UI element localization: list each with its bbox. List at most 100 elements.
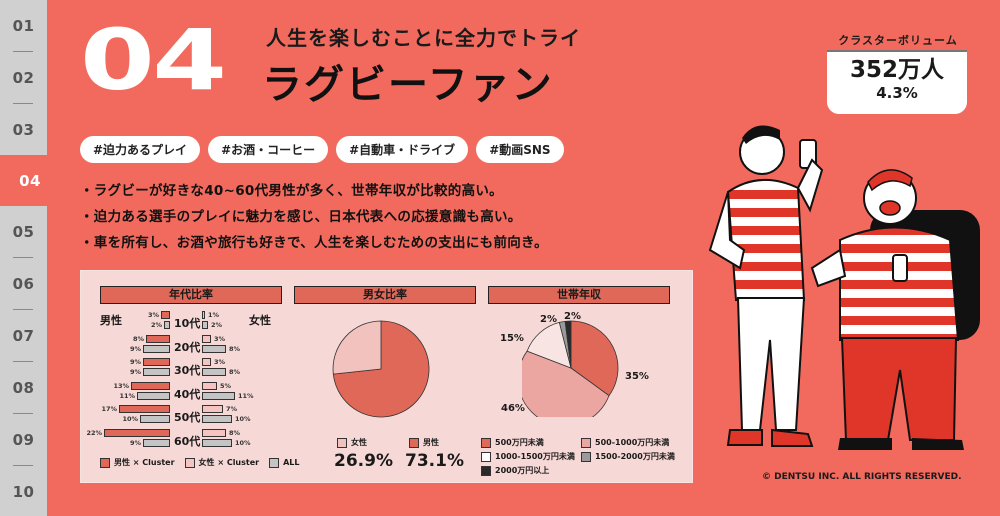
bar-male-cluster — [131, 381, 170, 390]
copyright-notice: © DENTSU INC. ALL RIGHTS RESERVED. — [762, 472, 962, 482]
legend-swatch-male — [409, 437, 419, 448]
pct-male-cluster: 22% — [86, 428, 102, 437]
income-slice-label: 15% — [500, 333, 524, 344]
bar-female-cluster — [202, 358, 211, 366]
legend-swatch — [481, 437, 491, 448]
description-list: ・ラグビーが好きな40~60代男性が多く、世帯年収が比較的高い。 ・迫力ある選手… — [80, 178, 548, 256]
nav-item-06[interactable]: 06 — [12, 274, 35, 293]
income-chart-title: 世帯年収 — [488, 286, 670, 304]
gender-chart-title: 男女比率 — [294, 286, 476, 304]
nav-divider — [13, 103, 33, 104]
legend-swatch-female — [184, 457, 195, 468]
age-legend: 男性 × Cluster 女性 × Cluster ALL — [100, 457, 299, 468]
pct-female-all: 10% — [235, 415, 251, 423]
cluster-number: 04 — [80, 11, 227, 109]
income-pie — [522, 320, 619, 417]
nav-divider — [13, 257, 33, 258]
nav-item-04[interactable]: 04 — [0, 155, 60, 206]
pct-female-cluster: 1% — [208, 311, 220, 319]
pct-female-cluster: 8% — [229, 428, 241, 437]
nav-divider — [13, 361, 33, 362]
volume-count: 352万人 — [849, 57, 944, 83]
female-label: 女性 — [249, 314, 271, 327]
legend-label: 男性 — [423, 438, 439, 447]
nav-divider — [13, 413, 33, 414]
legend-swatch-female — [337, 437, 347, 448]
male-percentage: 73.1% — [405, 451, 464, 471]
bar-male-cluster — [161, 311, 170, 319]
legend-label: 1000-1500万円未満 — [495, 452, 575, 461]
pct-male-cluster: 9% — [129, 358, 141, 366]
legend-label: 女性 — [351, 438, 367, 447]
bar-male-all — [143, 368, 170, 376]
age-label: 60代 — [174, 434, 201, 448]
pct-female-cluster: 7% — [226, 405, 238, 413]
legend-swatch — [481, 451, 491, 462]
legend-label: 500万円未満 — [495, 438, 544, 447]
age-chart-title: 年代比率 — [100, 286, 282, 304]
income-legend-item: 1500-2000万円未満 — [581, 451, 675, 462]
description-item: ・迫力ある選手のプレイに魅力を感じ、日本代表への応援意識も高い。 — [80, 209, 522, 225]
nav-item-01[interactable]: 01 — [12, 16, 35, 35]
tag[interactable]: #動画SNS — [476, 136, 564, 163]
nav-item-07[interactable]: 07 — [12, 326, 35, 345]
age-label: 20代 — [174, 340, 201, 354]
pct-female-cluster: 5% — [220, 381, 232, 390]
description-item: ・車を所有し、お酒や旅行も好きで、人生を楽しむための支出にも前向き。 — [80, 235, 548, 251]
nav-item-02[interactable]: 02 — [12, 68, 35, 87]
pct-female-all: 10% — [235, 438, 251, 447]
legend-label: ALL — [283, 458, 300, 467]
legend-swatch — [481, 465, 491, 476]
legend-label: 女性 × Cluster — [198, 458, 260, 467]
legend-label: 2000万円以上 — [495, 466, 550, 475]
nav-item-10[interactable]: 10 — [12, 482, 35, 501]
nav-item-05[interactable]: 05 — [12, 222, 35, 241]
nav-item-09[interactable]: 09 — [12, 430, 35, 449]
age-row: 17% 10% 7% 10% 50代 — [81, 405, 281, 427]
pct-female-all: 8% — [229, 368, 241, 376]
income-slice-label: 2% — [564, 311, 581, 322]
pct-female-all: 2% — [211, 321, 223, 329]
pct-male-all: 10% — [122, 415, 138, 423]
pct-male-all: 9% — [129, 344, 141, 353]
bar-male-all — [137, 391, 170, 400]
tag-list: #迫力あるプレイ #お酒・コーヒー #自動車・ドライブ #動画SNS — [80, 136, 564, 163]
legend-swatch — [581, 437, 591, 448]
bar-female-cluster — [202, 405, 223, 413]
legend-swatch — [581, 451, 591, 462]
nav-item-08[interactable]: 08 — [12, 378, 35, 397]
section-nav: 01 02 03 04 05 06 07 08 09 10 — [0, 0, 60, 516]
bar-male-cluster — [104, 428, 170, 437]
gender-legend-male: 男性 — [409, 437, 439, 448]
bar-male-cluster — [119, 405, 170, 413]
legend-label: 500-1000万円未満 — [595, 438, 670, 447]
tag[interactable]: #お酒・コーヒー — [208, 136, 329, 163]
age-row: 9% 9% 3% 8% 30代 — [81, 358, 281, 380]
volume-share: 4.3% — [876, 84, 918, 103]
age-label: 30代 — [174, 364, 201, 377]
description-item: ・ラグビーが好きな40~60代男性が多く、世帯年収が比較的高い。 — [80, 183, 503, 199]
bar-female-all — [202, 415, 232, 423]
bar-male-cluster — [143, 358, 170, 366]
female-percentage: 26.9% — [334, 451, 393, 471]
income-legend-item: 500万円未満 — [481, 437, 544, 448]
pct-male-all: 11% — [119, 391, 135, 400]
gender-legend-female: 女性 — [337, 437, 367, 448]
bar-female-cluster — [202, 334, 211, 343]
nav-divider — [13, 465, 33, 466]
pct-male-all: 9% — [129, 368, 141, 376]
bar-male-all — [140, 415, 170, 423]
tag[interactable]: #迫力あるプレイ — [80, 136, 201, 163]
volume-label: クラスターボリューム — [838, 34, 958, 47]
income-legend-item: 500-1000万円未満 — [581, 437, 669, 448]
nav-item-03[interactable]: 03 — [12, 120, 35, 139]
legend-swatch-male — [100, 457, 110, 468]
bar-female-cluster — [202, 381, 217, 390]
gender-pie — [332, 320, 430, 418]
rugby-fans-illustration — [708, 125, 980, 450]
age-label: 10代 — [174, 317, 201, 330]
tag[interactable]: #自動車・ドライブ — [336, 136, 469, 163]
age-row: 3% 2% 1% 2% 10代 — [81, 311, 281, 333]
bar-male-cluster — [146, 334, 170, 343]
age-row: 13% 11% 5% 11% 40代 — [81, 381, 281, 404]
